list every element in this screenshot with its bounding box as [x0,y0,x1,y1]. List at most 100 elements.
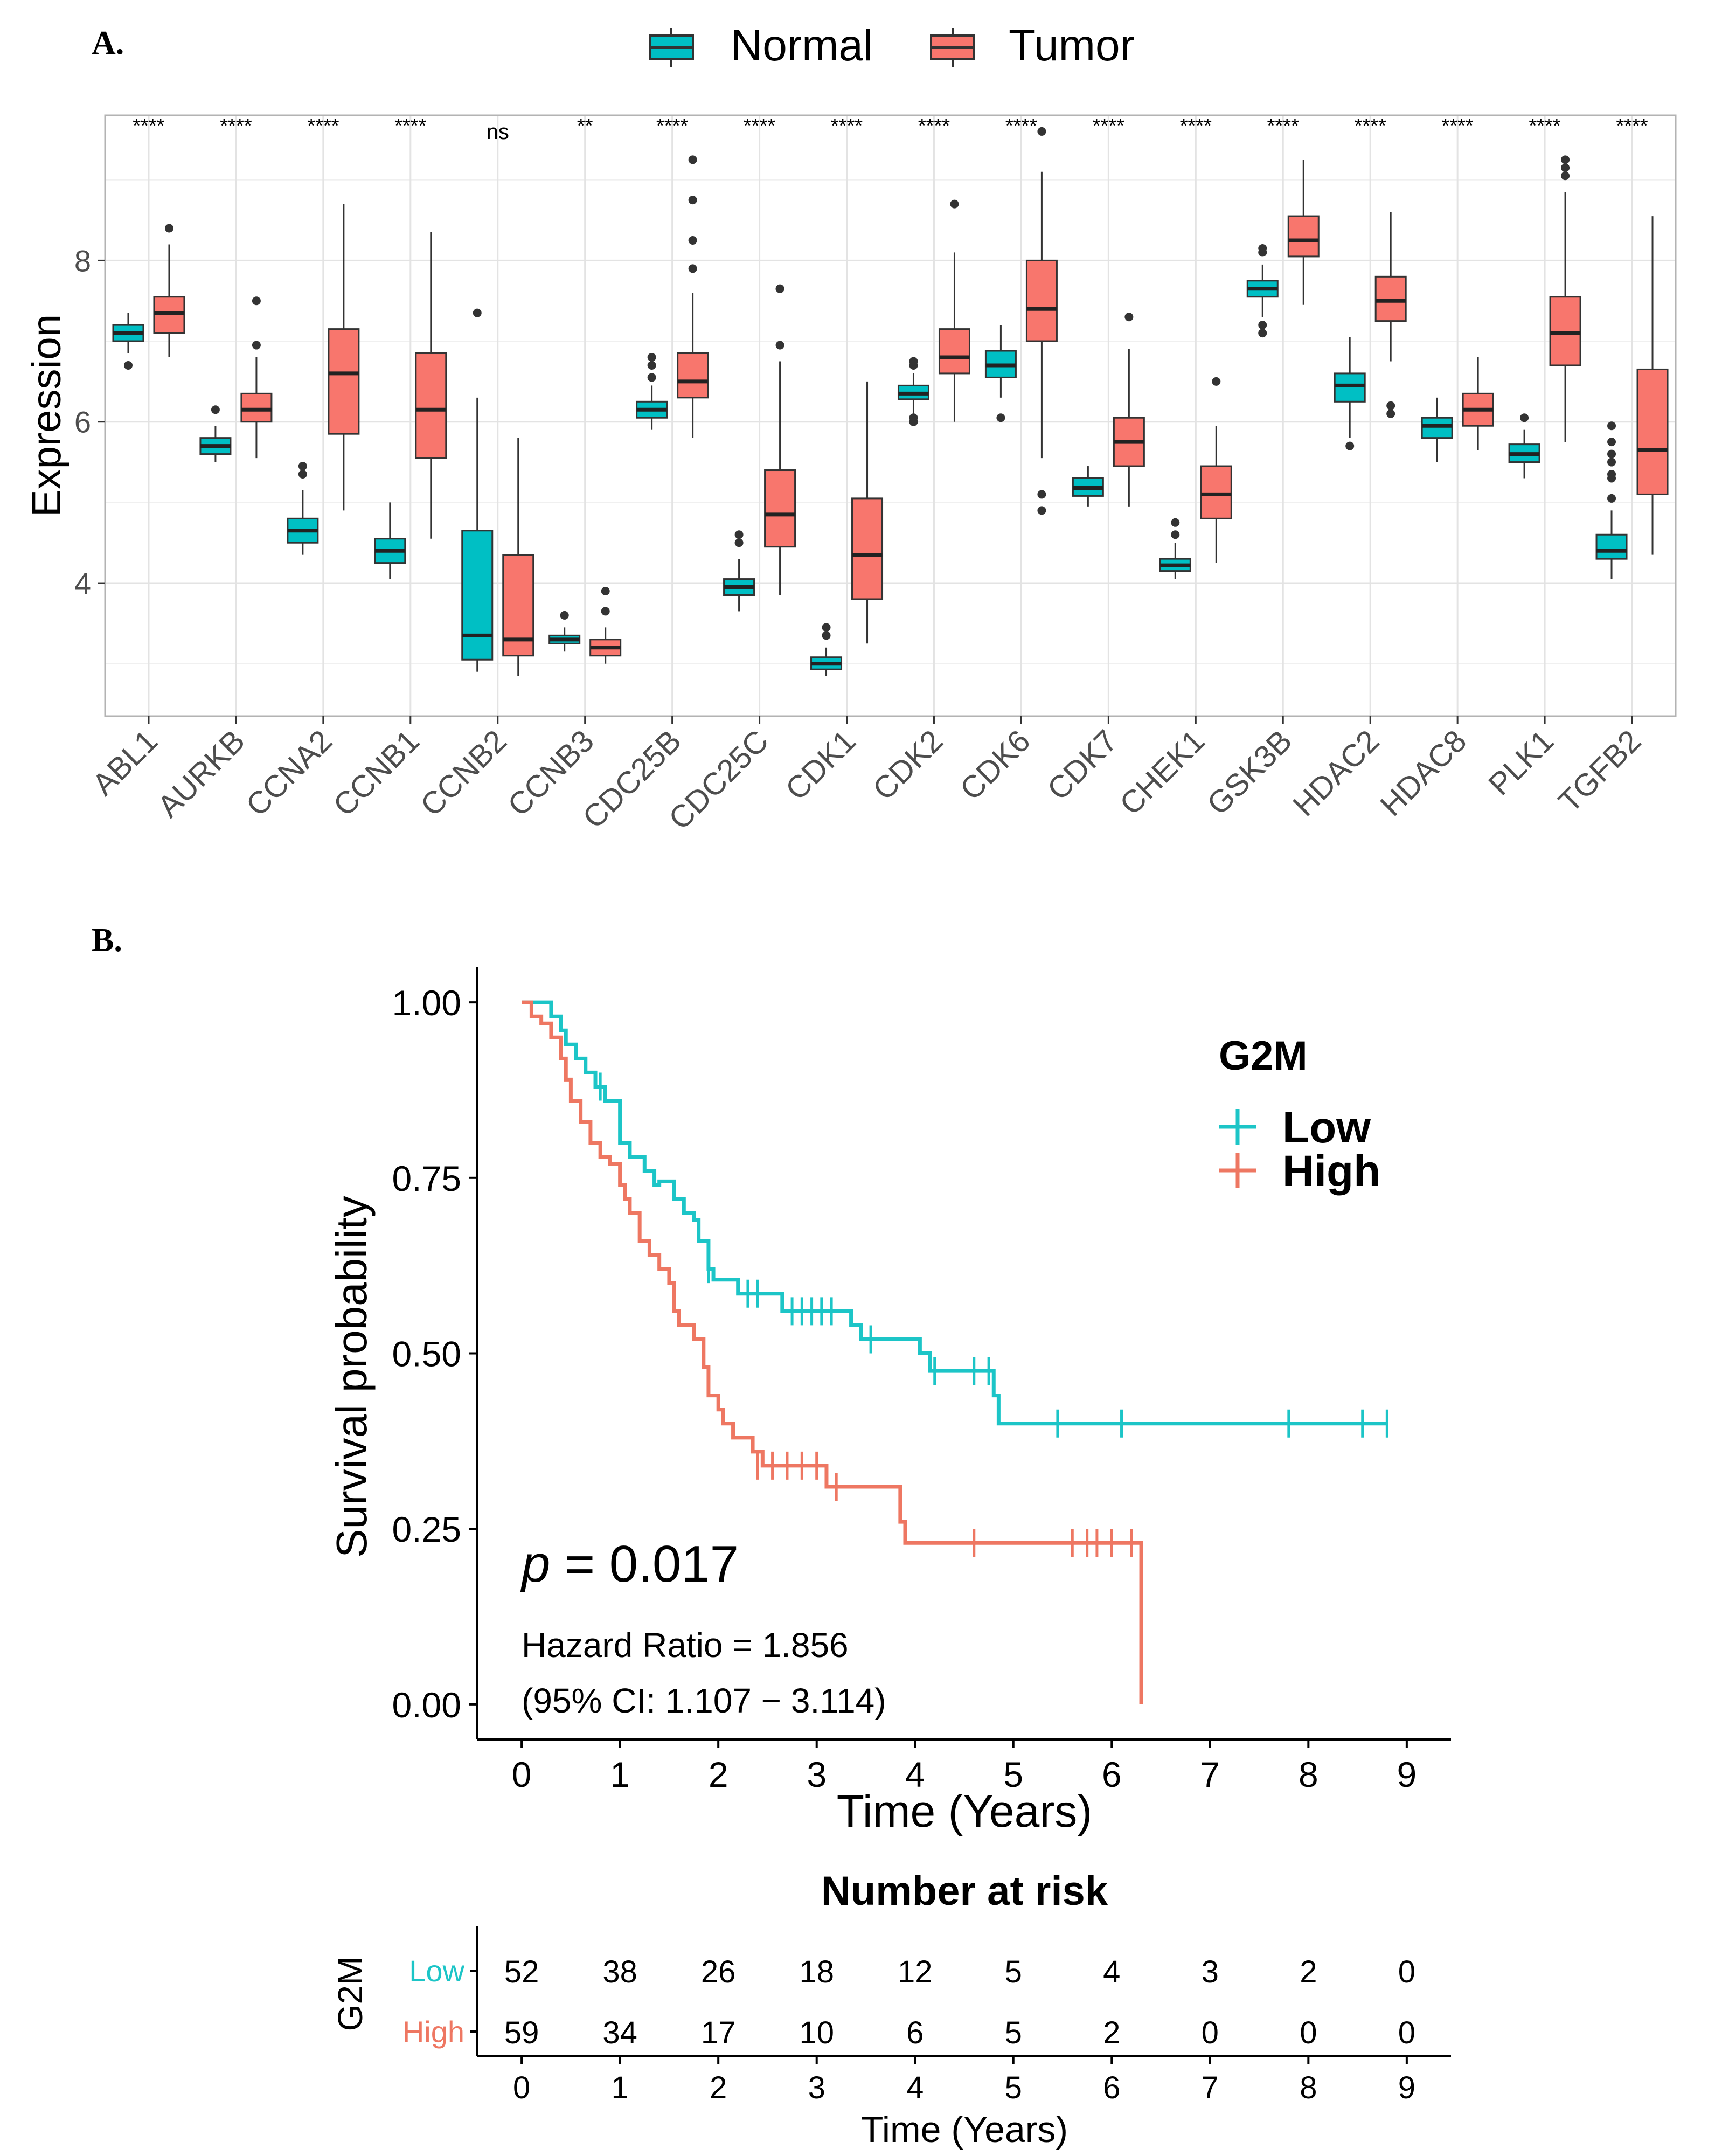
outlier-point [1561,171,1570,181]
box-iqr [1595,533,1628,560]
risk-count-low: 52 [504,1954,539,1989]
risk-x-tick-label: 5 [1005,2070,1022,2105]
outlier-point [822,623,831,632]
p-value-annotation: p = 0.017 [520,1535,739,1593]
boxplot-legend: Normal Tumor [649,21,1135,70]
x-tick-label: PLK1 [1482,723,1560,802]
outlier-point [1561,155,1570,164]
legend-tumor-label: Tumor [1009,21,1135,70]
significance-label: **** [1093,115,1124,137]
box-tumor-hdac2 [1374,212,1407,418]
box-normal-cdc25b [636,352,668,430]
box-iqr [764,469,796,548]
boxplot-panel-border [104,114,1677,717]
outlier-point [601,587,610,596]
box-normal-cdk2 [897,357,929,426]
risk-x-tick-label: 7 [1202,2070,1219,2105]
outlier-point [734,530,744,539]
box-iqr [938,328,970,375]
legend-tumor-swatch [930,28,975,67]
x-tick-label: TGFB2 [1552,723,1648,819]
box-normal-gsk3b [1246,244,1279,338]
outlier-point [252,341,261,350]
x-tick-label: CDK7 [1040,723,1124,807]
km-x-tick-label: 2 [709,1755,728,1794]
km-y-tick-label: 0.75 [392,1159,461,1198]
box-tumor-chek1 [1200,377,1232,563]
km-x-tick-label: 6 [1102,1755,1122,1794]
outlier-point [252,296,261,306]
risk-count-high: 0 [1300,2015,1317,2050]
risk-count-high: 5 [1005,2015,1022,2050]
km-legend-low-label: Low [1282,1103,1371,1152]
box-normal-cdk6 [984,325,1017,422]
risk-count-high: 59 [504,2015,539,2050]
outlier-point [1124,313,1134,322]
box-tumor-ccnb2 [502,438,534,676]
box-normal-hdac2 [1334,337,1366,450]
km-x-tick-label: 7 [1200,1755,1220,1794]
boxplot-y-axis-label: Expression [24,314,70,517]
p-value-text: = 0.017 [550,1535,739,1593]
box-iqr [1374,275,1407,322]
risk-x-tick-label: 4 [906,2070,924,2105]
outlier-point [909,357,918,366]
risk-count-high: 34 [602,2015,637,2050]
box-tumor-cdk7 [1113,313,1145,507]
km-x-tick-label: 8 [1299,1755,1318,1794]
risk-x-tick-label: 0 [513,2070,530,2105]
outlier-point [211,405,220,414]
box-normal-ccnb1 [374,502,406,579]
outlier-point [734,538,744,547]
x-tick-label: CHEK1 [1113,723,1212,822]
x-tick-label: CDK2 [866,723,949,807]
risk-count-low: 5 [1005,1954,1022,1989]
km-y-tick-label: 0.00 [392,1685,461,1725]
outlier-point [164,224,173,233]
risk-x-tick-label: 2 [710,2070,727,2105]
x-tick-label: HDAC2 [1286,723,1386,823]
outlier-point [298,462,307,471]
outlier-point [688,155,697,164]
box-normal-aurkb [199,405,232,462]
outlier-point [1561,163,1570,172]
x-tick-label: CCNB1 [327,723,426,823]
significance-label: **** [1355,115,1386,137]
outlier-point [1212,377,1221,386]
significance-label: **** [1180,115,1212,137]
outlier-point [996,413,1005,422]
risk-row-label-low: Low [409,1954,464,1988]
box-normal-cdk1 [810,623,843,676]
km-curves [522,1000,1388,1704]
outlier-point [123,361,133,370]
ci-annotation: (95% CI: 1.107 − 3.114) [522,1681,886,1720]
box-iqr [1025,259,1058,342]
outlier-point [909,413,918,422]
x-tick-label: AURKB [151,723,252,824]
x-tick-label: CDK6 [953,723,1037,807]
risk-table-y-label: G2M [331,1957,370,2032]
risk-count-high: 17 [701,2015,736,2050]
km-axes: 0.00 0.25 0.50 0.75 1.00 0 1 2 3 4 5 6 7 8 9 [392,967,1451,1794]
outlier-point [1520,413,1529,422]
significance-label: **** [656,115,688,137]
outlier-point [560,611,569,620]
box-normal-tgfb2 [1595,421,1628,579]
risk-count-high: 2 [1103,2015,1120,2050]
box-normal-chek1 [1159,518,1191,579]
significance-label: **** [744,115,775,137]
box-normal-cdc25c [723,530,755,612]
p-value-symbol: p [520,1535,550,1593]
risk-x-tick-label: 1 [612,2070,629,2105]
x-tick-label: GSK3B [1200,723,1299,822]
km-legend-low-key [1219,1109,1256,1145]
outlier-point [1171,530,1180,539]
risk-table: Number at risk G2M Time (Years) Low 52 38 2… [331,1868,1451,2150]
outlier-point [647,373,656,382]
outlier-point [688,264,697,273]
significance-label: **** [1616,115,1648,137]
risk-x-tick-label: 6 [1103,2070,1120,2105]
km-y-tick-label: 0.50 [392,1334,461,1374]
x-tick-label: HDAC8 [1373,723,1473,823]
x-tick-label: ABL1 [86,723,164,802]
